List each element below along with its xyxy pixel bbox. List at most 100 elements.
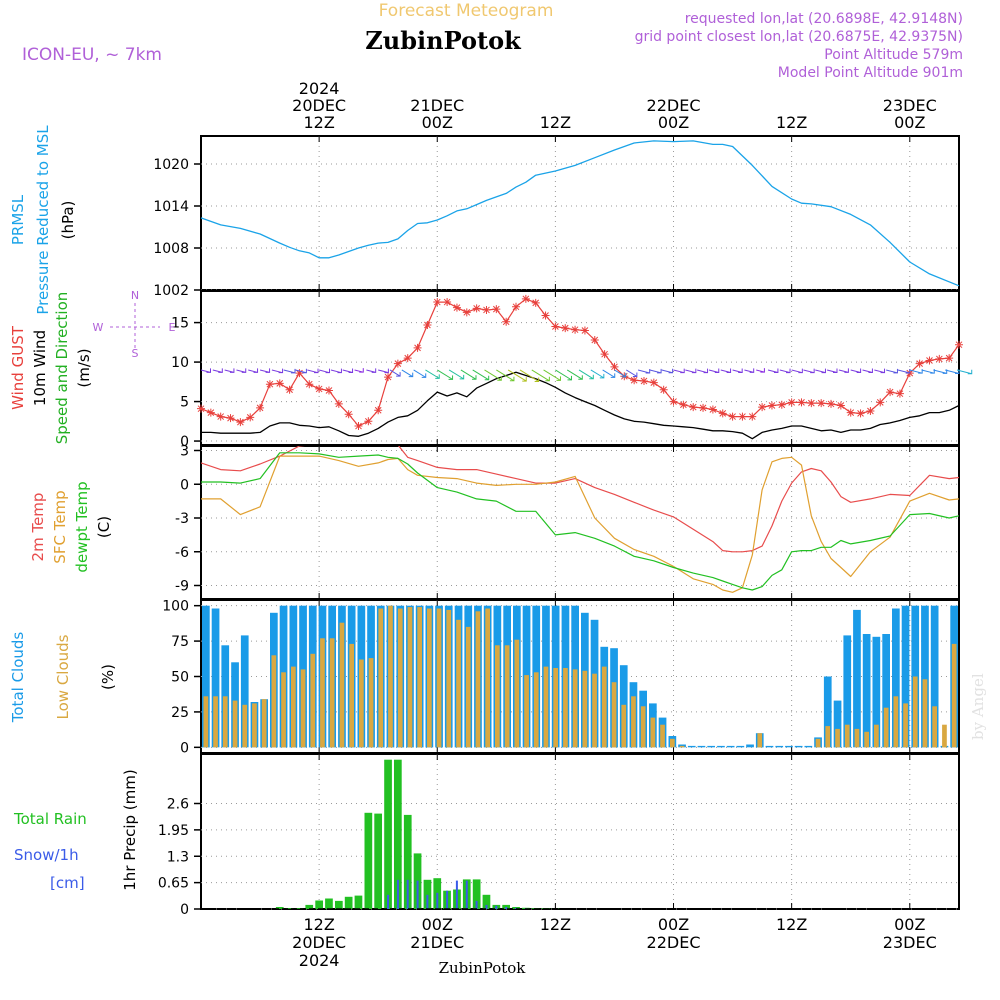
precip-ytick-label: 0 [180,902,189,918]
wind-direction-arrow [236,368,247,373]
low-cloud-bar [650,717,656,748]
pressure-ytick-label: 1014 [153,199,189,215]
wind-ytick-label: 0 [180,434,189,450]
wind-direction-arrow [673,368,685,374]
pressure-label: PRMSL [9,194,27,245]
gust-marker [580,326,589,335]
wind-direction-arrow [756,368,765,373]
low-cloud-bar [417,607,422,748]
low-cloud-bar [563,668,568,748]
wind-direction-arrow [661,368,674,374]
temp-ytick-label: -9 [175,579,189,595]
gust-marker [797,398,806,407]
precip-label-cm: [cm] [50,874,85,892]
gust-marker [827,399,836,408]
gust-marker [817,399,826,408]
gust-marker [452,303,461,312]
low-cloud-bar [271,655,277,748]
wind-direction-arrow [460,369,477,380]
precip-frame [200,753,960,910]
wind-direction-arrow [590,369,605,379]
wind-direction-arrow [307,368,319,374]
gust-marker [679,400,688,409]
low-cloud-bar [436,608,442,748]
wind-direction-arrow [815,368,826,374]
low-cloud-bar [815,738,821,748]
forecast-title: Forecast Meteogram [379,1,554,21]
gust-marker [895,389,904,398]
low-cloud-bar [504,645,510,748]
bottom-time-label: 23DEC [883,933,937,952]
wind-ytick-label: 5 [180,395,189,411]
footer-location: ZubinPotok [439,959,527,977]
top-time-label: 00Z [422,113,453,132]
snow-bar [396,879,399,909]
wind-direction-arrow [401,369,414,378]
wind-direction-arrow [354,368,364,373]
gust-marker [718,409,727,418]
gust-marker [748,412,757,421]
snow-bar [455,880,458,909]
wind-direction-arrow [425,369,440,379]
wind-direction-arrow [283,368,296,374]
gust-marker [265,380,274,389]
gust-marker [886,388,895,397]
temp-label: (C) [95,516,113,538]
gust-marker [787,398,796,407]
gust-marker [639,377,648,386]
low-cloud-bar [252,703,257,748]
total-cloud-bar [211,608,220,748]
temp-sfc-line [201,455,959,593]
wind-label: (m/s) [75,348,93,387]
low-cloud-bar [427,608,432,748]
wind-direction-arrow [271,368,284,374]
top-time-label: 23DEC [883,96,937,115]
gust-marker [324,386,333,395]
low-cloud-bar [495,645,500,748]
gust-marker [758,403,767,412]
wind-direction-arrow [448,369,465,380]
wind-direction-arrow [767,368,779,373]
gust-marker [551,322,560,331]
top-time-label: 20DEC [292,96,346,115]
gust-marker [512,302,521,311]
wind-direction-arrow [224,368,235,373]
temperature-panel: -9 -6 -3 0 3 2m Temp SFC Temp dewpt Temp (C) [29,444,960,600]
low-cloud-bar [242,704,248,748]
temp-ytick-label: 0 [180,477,189,493]
wind-direction-arrow [531,369,550,382]
gust-marker [669,397,678,406]
clouds-ytick-label: 50 [171,670,189,686]
total-cloud-bar [736,745,745,748]
snow-bar [475,900,478,909]
wind-direction-arrow [342,368,354,373]
low-cloud-bar [660,724,665,748]
gust-marker [955,340,963,349]
gust-marker [305,380,314,389]
low-cloud-bar [912,676,918,748]
wind-direction-arrow [685,368,697,374]
rain-bar [364,812,373,909]
gust-marker [275,379,284,388]
gust-marker [393,359,402,368]
bottom-time-label: 12Z [303,915,334,934]
snow-bar [465,880,468,909]
precip-panel: 0 0.65 1.3 1.95 2.6 Total Rain Snow/1h [cm] 1hr … [13,753,960,918]
gust-marker [915,359,924,368]
gust-marker [482,305,491,314]
gust-marker [699,403,708,412]
total-cloud-bar [687,745,696,748]
watermark: by Angel [969,673,987,740]
gust-marker [521,294,530,303]
gust-marker [246,413,255,422]
compass-w: W [93,321,104,334]
wind-direction-arrow [366,368,377,373]
closest-coords: grid point closest lon,lat (20.6875E, 42… [635,29,963,45]
gust-marker [708,405,717,414]
wind-direction-arrow [862,368,873,373]
compass-e: E [169,321,176,334]
total-cloud-bar [765,745,774,748]
top-time-label: 00Z [894,113,925,132]
